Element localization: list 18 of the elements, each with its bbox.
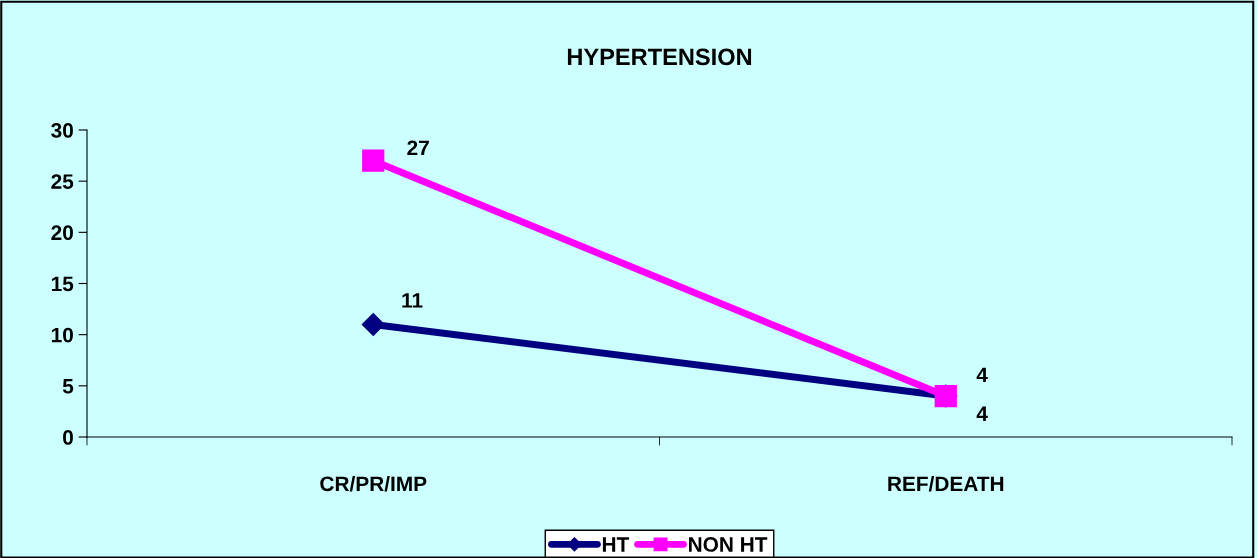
y-tick-label: 25 xyxy=(51,174,74,189)
data-label: 4 xyxy=(976,406,988,421)
point xyxy=(361,312,385,336)
legend-label: HT xyxy=(602,537,630,552)
point xyxy=(362,149,385,172)
x-tick-label: CR/PR/IMP xyxy=(320,475,427,492)
y-tick-label: 30 xyxy=(51,123,73,138)
y-tick-label: 10 xyxy=(51,327,73,343)
chart-title: HYPERTENSION xyxy=(567,48,752,66)
x-tick-label: REF/DEATH xyxy=(888,475,1004,492)
y-tick-label: 20 xyxy=(51,225,73,241)
y-tick-label: 15 xyxy=(51,276,74,292)
data-label: 27 xyxy=(407,140,429,155)
data-label: 11 xyxy=(402,293,423,308)
legend-label: NON HT xyxy=(689,537,768,552)
data-label: 4 xyxy=(976,367,988,383)
y-tick-label: 5 xyxy=(62,379,74,394)
y-tick-label: 0 xyxy=(63,430,73,445)
